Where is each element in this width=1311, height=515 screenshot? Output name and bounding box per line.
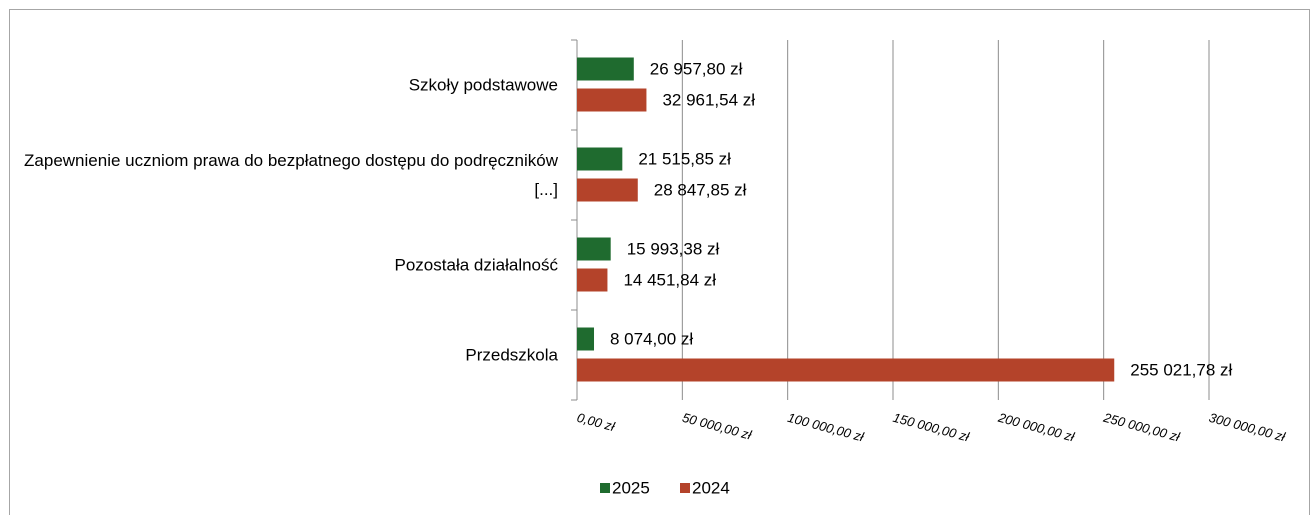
x-tick-label: 100 000,00 zł [786,410,866,445]
bar [577,268,608,292]
bar [577,178,638,202]
data-label: 28 847,85 zł [654,180,747,199]
legend-label: 2024 [692,478,730,497]
x-tick-label: 50 000,00 zł [681,410,754,443]
x-tick-label: 200 000,00 zł [996,409,1077,444]
x-tick-label: 250 000,00 zł [1101,409,1182,444]
data-label: 26 957,80 zł [650,59,743,78]
data-label: 15 993,38 zł [627,239,720,258]
bar [577,327,595,351]
category-label: Przedszkola [465,345,558,365]
data-label: 255 021,78 zł [1130,360,1232,379]
category-label: Pozostała działalność [394,255,558,275]
legend-swatch [680,483,690,493]
category-label: Zapewnienie uczniom prawa do bezpłatnego… [24,151,558,199]
bar [577,57,634,81]
category-label: Szkoły podstawowe [408,75,558,95]
bar [577,88,647,112]
legend-swatch [600,483,610,493]
x-tick-label: 300 000,00 zł [1207,410,1287,445]
bar [577,358,1115,382]
chart-frame [9,9,1310,515]
data-label: 32 961,54 zł [662,90,755,109]
bar [577,147,623,171]
data-label: 21 515,85 zł [638,149,731,168]
legend-label: 2025 [612,478,650,497]
x-tick-label: 150 000,00 zł [891,410,971,445]
bar [577,237,611,261]
data-label: 14 451,84 zł [623,270,716,289]
data-label: 8 074,00 zł [610,329,693,348]
x-tick-label: 0,00 zł [575,410,617,435]
